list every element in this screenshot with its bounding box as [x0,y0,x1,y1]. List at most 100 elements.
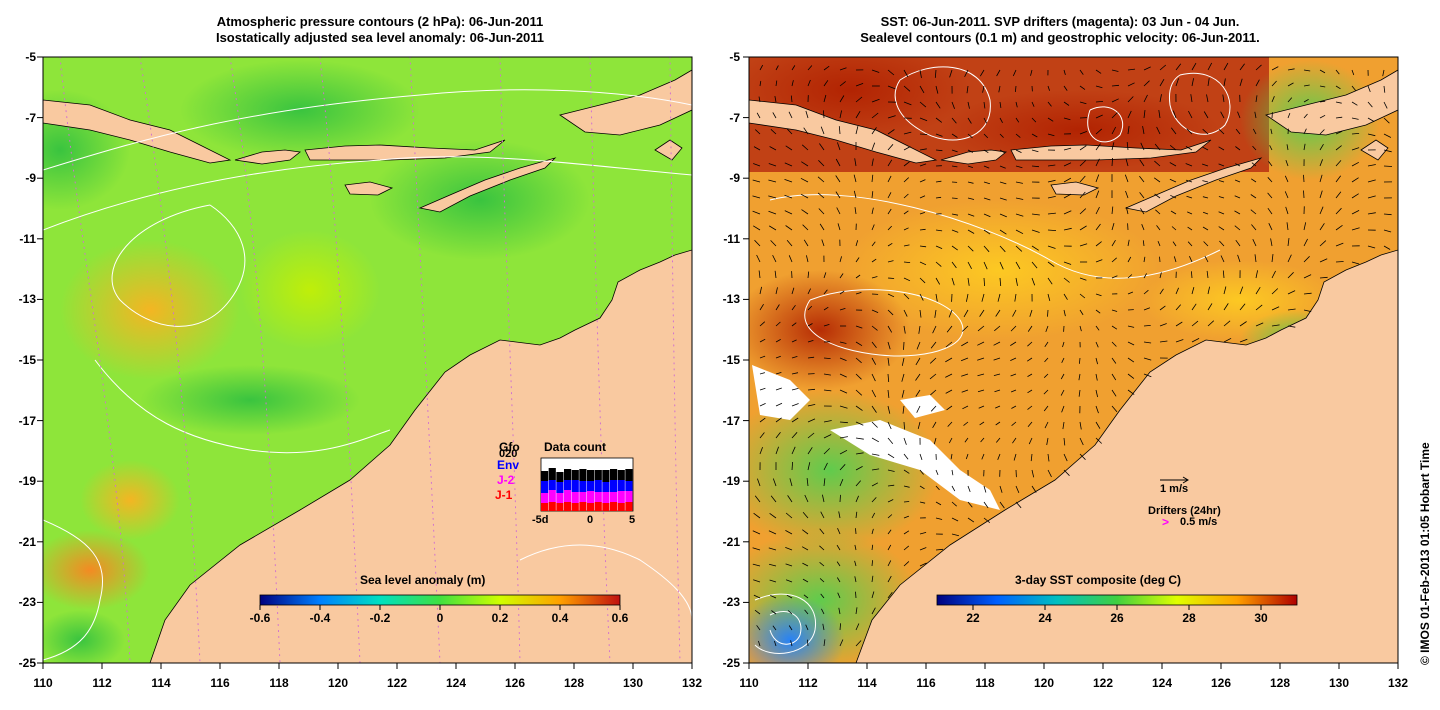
velocity-arrow [768,547,777,551]
velocity-arrow [903,177,909,183]
y-axis-tick-label: -11 [723,231,740,246]
velocity-arrow [775,431,781,439]
velocity-arrow [1175,339,1184,343]
velocity-arrow [947,421,953,427]
velocity-arrow [1237,254,1241,263]
velocity-arrow [1127,126,1130,135]
drifter-marker-icon: > [1162,515,1170,529]
inset-bar-segment [625,481,633,491]
velocity-arrow [1271,306,1280,311]
velocity-arrow [854,544,857,551]
velocity-arrow [1239,78,1243,87]
velocity-arrow [855,466,863,471]
velocity-arrow [1319,240,1327,247]
velocity-arrow [929,357,937,364]
left-colorbar-tick-label: -0.6 [249,611,271,625]
velocity-arrow [1143,273,1147,279]
velocity-arrow [903,277,911,282]
velocity-arrow [935,117,943,123]
velocity-arrow [775,80,778,87]
velocity-arrow [752,563,761,567]
velocity-arrow [837,592,841,599]
velocity-arrow [977,389,985,393]
velocity-arrow [837,142,841,151]
velocity-arrow [786,594,793,599]
velocity-arrow [1079,325,1082,332]
drifters-label: Drifters (24hr) [1148,505,1221,517]
velocity-arrow [1046,437,1049,446]
velocity-arrow [839,95,845,103]
right-sst-mild [840,200,1160,340]
velocity-arrow [1063,261,1072,265]
velocity-arrow [934,69,937,78]
velocity-arrow [839,110,842,119]
velocity-arrow [1157,240,1161,247]
velocity-arrow [1220,255,1225,263]
velocity-arrow [835,175,841,183]
velocity-arrow [871,224,875,231]
velocity-arrow [887,357,890,366]
velocity-arrow [935,469,939,476]
velocity-arrow [1218,211,1225,215]
velocity-arrow [1319,69,1326,74]
velocity-arrow [1185,145,1193,151]
velocity-arrow [819,143,825,151]
velocity-arrow [839,256,842,263]
velocity-arrow [1223,320,1231,327]
velocity-arrow [1287,82,1294,87]
velocity-arrow [1111,239,1116,247]
velocity-arrow [1027,325,1033,332]
y-axis-tick-label: -9 [25,171,36,186]
velocity-arrow [1207,286,1210,295]
velocity-arrow [871,142,876,151]
inset-legend-j2: J-2 [497,473,515,487]
velocity-arrow [946,325,953,333]
velocity-arrow [951,133,958,138]
velocity-arrow [1287,272,1294,279]
velocity-arrow [903,545,910,551]
velocity-arrow [775,321,781,327]
velocity-arrow [775,387,782,391]
velocity-arrow [759,303,764,311]
velocity-arrow [1335,85,1341,90]
velocity-arrow [1031,277,1036,286]
velocity-arrow [1143,94,1148,103]
velocity-arrow [1234,225,1241,231]
velocity-arrow [1111,405,1118,413]
velocity-arrow [753,579,761,583]
velocity-arrow [1159,94,1162,103]
velocity-arrow [1254,254,1257,263]
velocity-arrow [839,623,841,631]
velocity-arrow [791,304,796,311]
velocity-arrow [887,175,892,183]
x-axis-tick-label: 120 [1033,676,1055,690]
velocity-arrow [1188,110,1193,119]
left-sumba-island [344,181,394,196]
inset-legend-overlap: 020 [499,448,518,460]
velocity-arrow [887,514,893,519]
velocity-arrow [759,446,763,455]
velocity-arrow [1287,308,1296,311]
velocity-arrow [1319,276,1328,279]
velocity-arrow [1095,128,1103,135]
velocity-arrow [1011,421,1017,427]
velocity-arrow [770,240,777,247]
left-anomaly-low [180,60,420,160]
velocity-arrow [1143,256,1146,263]
right-timor-island [1124,157,1263,213]
velocity-arrow [807,65,813,71]
velocity-arrow [1191,320,1199,327]
velocity-arrow [855,452,864,455]
velocity-arrow [784,179,793,183]
velocity-arrow [951,501,957,507]
right-colorbar-tick-label: 26 [1110,611,1124,625]
velocity-arrow [1202,196,1209,199]
velocity-arrow [1250,178,1257,183]
velocity-arrow [1351,161,1359,167]
velocity-arrow [887,529,892,535]
velocity-arrow [1111,142,1115,151]
velocity-arrow [1047,261,1055,267]
velocity-arrow [1319,258,1328,263]
left-title-line1: Atmospheric pressure contours (2 hPa): 0… [216,14,544,29]
velocity-arrow [807,404,816,407]
